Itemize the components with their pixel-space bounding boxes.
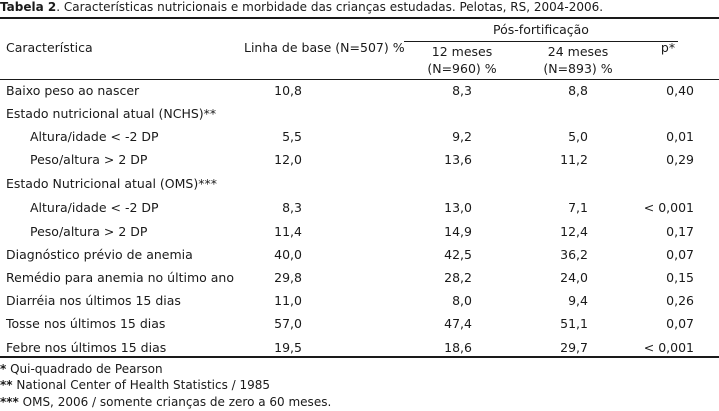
header-12-months-line1: 12 meses: [431, 44, 493, 59]
cell-p: 0,15: [666, 270, 694, 285]
post-fortification-rule: [404, 41, 678, 42]
cell-m24: 9,4: [568, 293, 588, 308]
row-label: Peso/altura > 2 DP: [30, 152, 148, 167]
cell-p: 0,40: [666, 83, 694, 98]
cell-m24: 51,1: [560, 316, 588, 331]
cell-baseline: 29,8: [274, 270, 302, 285]
caption-text: . Características nutricionais e morbida…: [56, 0, 604, 14]
cell-m12: 13,0: [444, 200, 472, 215]
cell-m24: 7,1: [568, 200, 588, 215]
row-label: Estado Nutricional atual (OMS)***: [6, 176, 217, 191]
cell-baseline: 19,5: [274, 340, 302, 355]
cell-m12: 14,9: [444, 224, 472, 239]
header-characteristic: Característica: [6, 40, 93, 55]
cell-m12: 47,4: [444, 316, 472, 331]
footnote: ** National Center of Health Statistics …: [0, 378, 270, 392]
header-rule: [0, 79, 719, 80]
footnote-mark: *: [0, 362, 7, 376]
cell-baseline: 11,4: [274, 224, 302, 239]
row-label: Peso/altura > 2 DP: [30, 224, 148, 239]
cell-p: 0,29: [666, 152, 694, 167]
row-label: Diagnóstico prévio de anemia: [6, 247, 193, 262]
top-rule: [0, 17, 719, 19]
footnote-mark: **: [0, 378, 13, 392]
footnote-mark: ***: [0, 395, 19, 409]
cell-baseline: 10,8: [274, 83, 302, 98]
cell-m24: 11,2: [560, 152, 588, 167]
cell-m24: 29,7: [560, 340, 588, 355]
header-baseline: Linha de base (N=507) %: [244, 40, 405, 55]
caption-label: Tabela 2: [0, 0, 57, 14]
row-label: Altura/idade < -2 DP: [30, 129, 159, 144]
cell-baseline: 8,3: [282, 200, 302, 215]
row-label: Altura/idade < -2 DP: [30, 200, 159, 215]
cell-m12: 9,2: [452, 129, 472, 144]
footnote-text: OMS, 2006 / somente crianças de zero a 6…: [18, 395, 332, 409]
row-label: Remédio para anemia no último ano: [6, 270, 234, 285]
cell-p: 0,26: [666, 293, 694, 308]
cell-m24: 5,0: [568, 129, 588, 144]
cell-m12: 42,5: [444, 247, 472, 262]
cell-m12: 28,2: [444, 270, 472, 285]
table-caption: Tabela 2. Características nutricionais e…: [0, 0, 603, 14]
row-label: Diarréia nos últimos 15 dias: [6, 293, 181, 308]
row-label: Baixo peso ao nascer: [6, 83, 140, 98]
header-24-months-line2: (N=893) %: [543, 61, 613, 76]
cell-baseline: 5,5: [282, 129, 302, 144]
row-label: Estado nutricional atual (NCHS)**: [6, 106, 217, 121]
post-fortification-header: Pós-fortificação: [493, 22, 589, 37]
header-24-months-line1: 24 meses: [547, 44, 609, 59]
cell-m12: 18,6: [444, 340, 472, 355]
cell-m24: 36,2: [560, 247, 588, 262]
cell-p: 0,01: [666, 129, 694, 144]
cell-p: 0,07: [666, 316, 694, 331]
cell-p: 0,07: [666, 247, 694, 262]
footnote: *** OMS, 2006 / somente crianças de zero…: [0, 395, 331, 409]
cell-baseline: 40,0: [274, 247, 302, 262]
footnote-text: National Center of Health Statistics / 1…: [12, 378, 271, 392]
cell-p: 0,17: [666, 224, 694, 239]
footnote: * Qui-quadrado de Pearson: [0, 362, 163, 376]
cell-m24: 8,8: [568, 83, 588, 98]
header-12-months-line2: (N=960) %: [427, 61, 497, 76]
cell-m24: 24,0: [560, 270, 588, 285]
header-p-value: p*: [660, 40, 676, 55]
bottom-rule: [0, 356, 719, 358]
cell-p: < 0,001: [643, 340, 694, 355]
cell-baseline: 57,0: [274, 316, 302, 331]
cell-p: < 0,001: [643, 200, 694, 215]
cell-m12: 8,3: [452, 83, 472, 98]
cell-m12: 13,6: [444, 152, 472, 167]
cell-m24: 12,4: [560, 224, 588, 239]
cell-m12: 8,0: [452, 293, 472, 308]
row-label: Febre nos últimos 15 dias: [6, 340, 167, 355]
row-label: Tosse nos últimos 15 dias: [6, 316, 166, 331]
footnote-text: Qui-quadrado de Pearson: [6, 362, 163, 376]
cell-baseline: 12,0: [274, 152, 302, 167]
cell-baseline: 11,0: [274, 293, 302, 308]
